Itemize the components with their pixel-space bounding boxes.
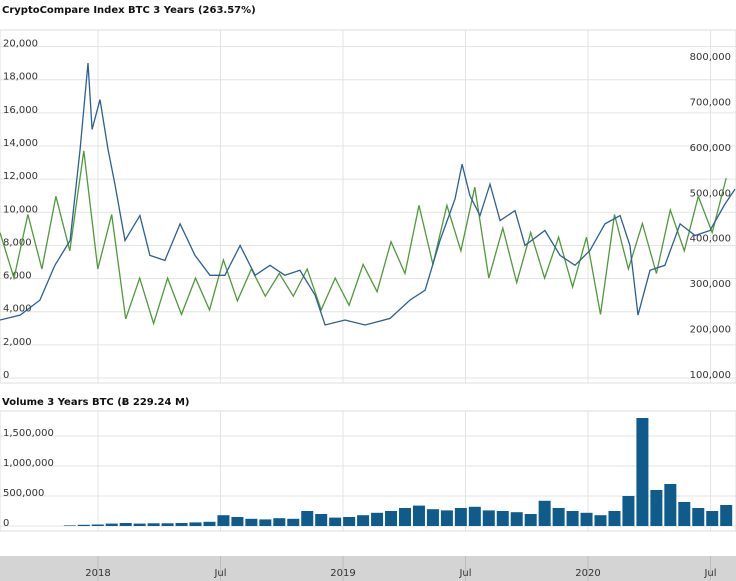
volume-bar — [566, 511, 579, 526]
navigator[interactable] — [0, 556, 736, 581]
volume-bar — [133, 523, 146, 526]
y-tick-label: 0 — [3, 518, 9, 529]
y-tick-label: 6,000 — [3, 271, 32, 282]
y-tick-label: 10,000 — [3, 204, 38, 215]
volume-bar — [371, 512, 384, 526]
plot-frame — [0, 29, 736, 384]
volume-bar — [552, 508, 565, 526]
volume-bar — [315, 514, 328, 526]
volume-bar — [217, 515, 230, 526]
y-tick-label: 16,000 — [3, 105, 38, 116]
volume-bar — [343, 517, 356, 526]
volume-bar — [454, 508, 467, 526]
x-tick-label: 2020 — [575, 568, 600, 579]
volume-bar — [440, 510, 453, 526]
y-tick-label: 18,000 — [3, 72, 38, 83]
volume-bar — [468, 506, 481, 526]
volume-bar — [273, 518, 286, 526]
volume-bar — [385, 511, 398, 526]
y-tick-label: 12,000 — [3, 171, 38, 182]
volume-bar — [203, 521, 216, 526]
x-tick-label: 2018 — [85, 568, 110, 579]
volume-bar — [720, 505, 733, 526]
y2-tick-label: 300,000 — [690, 279, 731, 290]
volume-bar — [105, 523, 118, 526]
x-tick-label: Jul — [458, 568, 471, 579]
line-series — [0, 150, 727, 326]
y-tick-label: 4,000 — [3, 304, 32, 315]
y2-tick-label: 800,000 — [690, 52, 731, 63]
y2-tick-label: 600,000 — [690, 143, 731, 154]
volume-bar — [161, 523, 174, 526]
y2-tick-label: 500,000 — [690, 188, 731, 199]
volume-bar — [63, 525, 76, 526]
volume-bar — [580, 512, 593, 526]
volume-bar — [706, 511, 719, 526]
y-tick-label: 1,500,000 — [3, 428, 54, 439]
y-tick-label: 14,000 — [3, 138, 38, 149]
volume-bar — [664, 484, 677, 526]
volume-bar — [287, 518, 300, 526]
volume-bar — [692, 508, 705, 526]
volume-bar — [608, 511, 621, 526]
y-tick-label: 20,000 — [3, 39, 38, 50]
y-tick-label: 0 — [3, 370, 9, 381]
volume-bar — [538, 500, 551, 526]
volume-bar — [301, 511, 314, 526]
y-tick-label: 1,000,000 — [3, 458, 54, 469]
plot-frame — [0, 410, 736, 532]
volume-bar — [175, 523, 188, 526]
y-tick-label: 8,000 — [3, 237, 32, 248]
volume-bar — [147, 523, 160, 526]
volume-bar — [650, 490, 663, 526]
volume-bar — [524, 514, 537, 526]
volume-bar — [231, 517, 244, 526]
line-series — [0, 63, 736, 326]
volume-bar — [119, 523, 132, 526]
x-tick-label: Jul — [213, 568, 226, 579]
x-tick-label: Jul — [703, 568, 716, 579]
y-tick-label: 500,000 — [3, 488, 44, 499]
volume-bar — [398, 508, 411, 526]
volume-bar — [329, 517, 342, 526]
volume-bar — [622, 496, 635, 526]
y-tick-label: 2,000 — [3, 337, 32, 348]
volume-bar — [426, 509, 439, 526]
volume-bar — [678, 502, 691, 526]
volume-bar — [636, 418, 649, 526]
volume-bar — [259, 519, 272, 526]
volume-bar — [594, 515, 607, 526]
volume-bar — [91, 524, 104, 526]
chart-title: Volume 3 Years BTC (Ƀ 229.24 M) — [2, 397, 189, 408]
y2-tick-label: 100,000 — [690, 370, 731, 381]
volume-bar — [496, 511, 509, 526]
chart-title: CryptoCompare Index BTC 3 Years (263.57%… — [2, 5, 256, 16]
y2-tick-label: 200,000 — [690, 325, 731, 336]
volume-bar — [510, 512, 523, 526]
volume-bar — [357, 515, 370, 526]
x-tick-label: 2019 — [330, 568, 355, 579]
volume-bar — [245, 518, 258, 526]
y2-tick-label: 700,000 — [690, 97, 731, 108]
y2-tick-label: 400,000 — [690, 234, 731, 245]
volume-bar — [412, 505, 425, 526]
volume-bar — [77, 524, 90, 526]
volume-bar — [482, 510, 495, 526]
volume-bar — [189, 522, 202, 526]
